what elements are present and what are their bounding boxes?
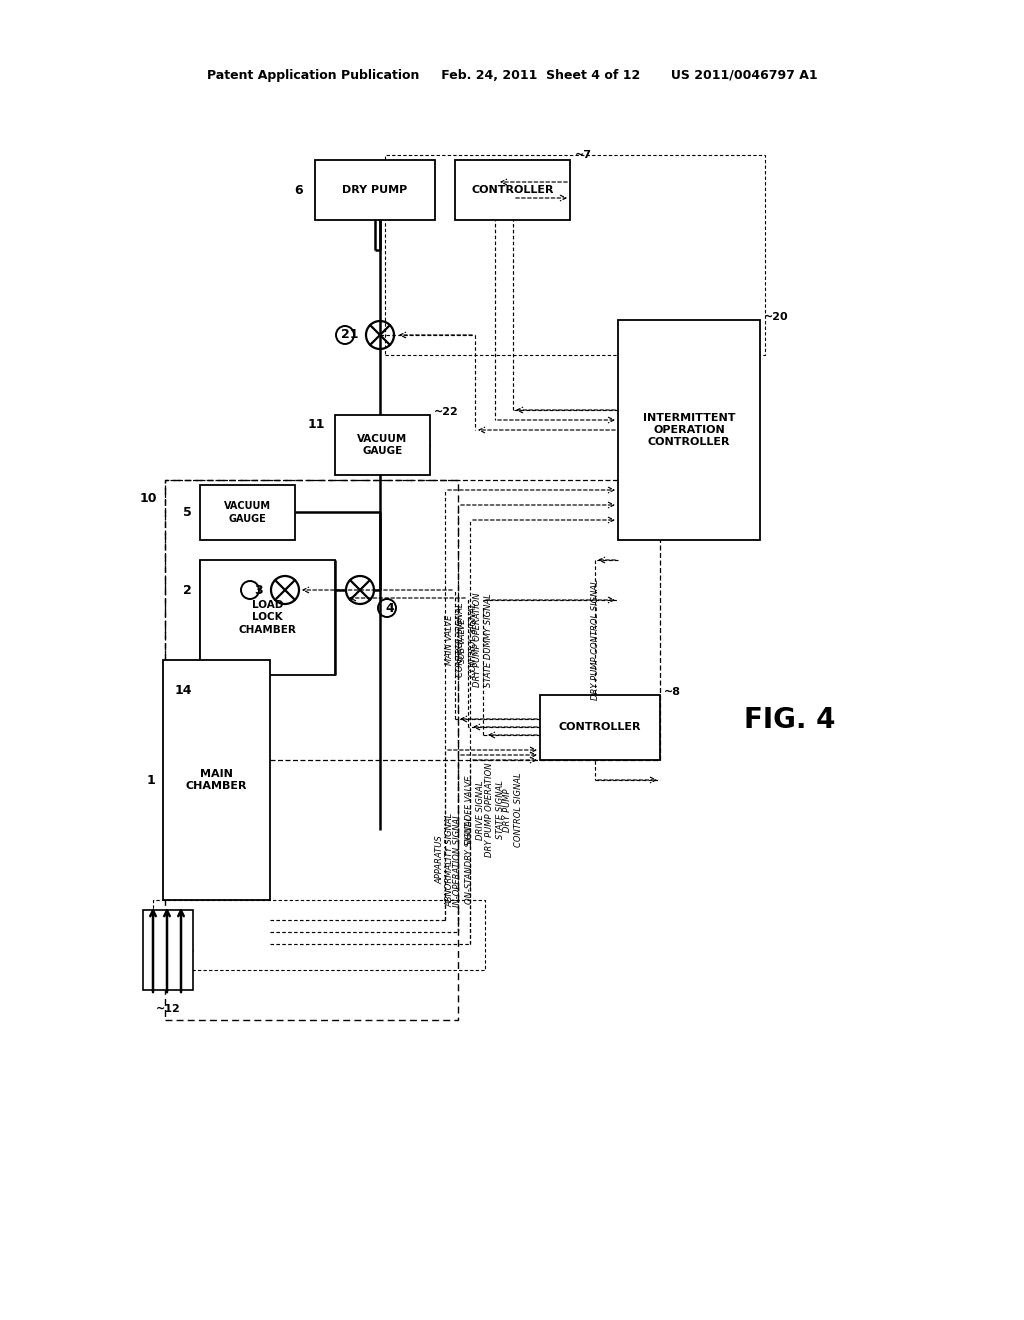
Bar [385, 154, 765, 355]
Text: VACUUM
GAUGE: VACUUM GAUGE [224, 502, 271, 524]
Text: DRY PUMP CONTROL SIGNAL: DRY PUMP CONTROL SIGNAL [591, 579, 599, 701]
Text: DRY PUMP: DRY PUMP [342, 185, 408, 195]
Bar [165, 480, 660, 760]
Text: ~7: ~7 [575, 150, 592, 160]
Text: 11: 11 [307, 418, 325, 432]
Text: ON-STANDBY SIGNAL: ON-STANDBY SIGNAL [466, 816, 474, 904]
Bar [618, 319, 760, 540]
Text: 2: 2 [183, 583, 193, 597]
Bar [200, 560, 335, 675]
Text: ~20: ~20 [764, 312, 788, 322]
Bar [143, 909, 193, 990]
Text: 5: 5 [183, 506, 193, 519]
Bar [315, 160, 435, 220]
Text: SHUT-OFF VALVE
DRIVE SIGNAL: SHUT-OFF VALVE DRIVE SIGNAL [465, 775, 484, 845]
Text: Patent Application Publication     Feb. 24, 2011  Sheet 4 of 12       US 2011/00: Patent Application Publication Feb. 24, … [207, 69, 817, 82]
Text: LOAD
LOCK
CHAMBER: LOAD LOCK CHAMBER [239, 601, 296, 635]
Text: 4: 4 [385, 602, 394, 615]
Text: APPARATUS
ABNORMALITY SIGNAL: APPARATUS ABNORMALITY SIGNAL [435, 813, 455, 907]
Text: IN-OPERATION SIGNAL: IN-OPERATION SIGNAL [454, 813, 463, 907]
Text: CONTROLLER: CONTROLLER [559, 722, 641, 733]
Text: ~22: ~22 [434, 407, 459, 417]
Text: SUB-VALVE
CONTROL SIGNAL: SUB-VALVE CONTROL SIGNAL [459, 603, 478, 677]
Text: 1: 1 [146, 774, 155, 787]
Text: ~12: ~12 [156, 1005, 180, 1014]
Bar [163, 660, 270, 900]
Text: VACUUM
GAUGE: VACUUM GAUGE [357, 434, 408, 457]
Text: DRY PUMP
CONTROL SIGNAL: DRY PUMP CONTROL SIGNAL [504, 772, 522, 847]
Text: DRY PUMP OPERATION
STATE DUMMY SIGNAL: DRY PUMP OPERATION STATE DUMMY SIGNAL [473, 593, 493, 688]
Bar [540, 696, 660, 760]
Bar [200, 484, 295, 540]
Text: 6: 6 [294, 183, 303, 197]
Text: CONTROLLER: CONTROLLER [471, 185, 554, 195]
Bar [335, 414, 430, 475]
Bar [165, 480, 458, 1020]
Text: 3: 3 [254, 583, 263, 597]
Text: INTERMITTENT
OPERATION
CONTROLLER: INTERMITTENT OPERATION CONTROLLER [643, 413, 735, 447]
Bar [455, 160, 570, 220]
Text: 14: 14 [174, 684, 193, 697]
Text: MAIN VALVE
CONTROL SIGNAL: MAIN VALVE CONTROL SIGNAL [445, 603, 465, 677]
Text: MAIN
CHAMBER: MAIN CHAMBER [185, 768, 247, 791]
Bar [153, 900, 485, 970]
Text: 10: 10 [139, 492, 157, 506]
Text: 21: 21 [341, 329, 358, 342]
Text: ~8: ~8 [664, 686, 681, 697]
Text: FIG. 4: FIG. 4 [744, 706, 836, 734]
Text: DRY PUMP OPERATION
STATE SIGNAL: DRY PUMP OPERATION STATE SIGNAL [485, 763, 505, 857]
